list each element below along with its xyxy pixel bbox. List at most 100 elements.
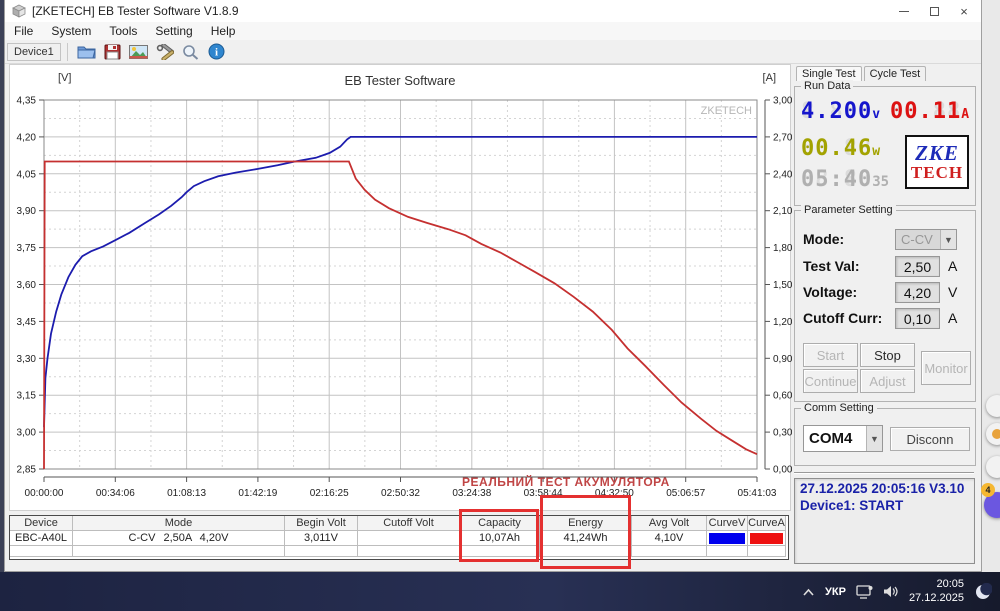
cell-energy: 41,24Wh (540, 531, 632, 546)
clock-date: 27.12.2025 (908, 591, 964, 604)
svg-text:05:06:57: 05:06:57 (666, 488, 705, 499)
open-folder-icon[interactable] (76, 42, 98, 62)
com-port-select[interactable]: COM4 ▼ (803, 425, 883, 452)
taskbar[interactable]: УКР 20:05 27.12.2025 (0, 572, 1000, 611)
log-line-2: Device1: START (800, 498, 904, 513)
screen-left-edge (0, 0, 4, 572)
close-button[interactable]: × (960, 3, 968, 19)
svg-text:4,05: 4,05 (17, 169, 37, 180)
notification-badge: 4 (981, 483, 995, 497)
svg-text:i: i (215, 47, 218, 59)
svg-text:3,15: 3,15 (17, 391, 37, 402)
cell-begin-volt: 3,011V (285, 531, 358, 546)
title-bar: [ZKETECH] EB Tester Software V1.8.9 × (5, 0, 981, 22)
monitor-button[interactable]: Monitor (921, 351, 971, 385)
save-icon[interactable] (102, 42, 124, 62)
cell-capacity: 10,07Ah (460, 531, 540, 546)
svg-text:0,30: 0,30 (773, 428, 792, 439)
svg-text:3,45: 3,45 (17, 317, 37, 328)
empty-cell (460, 546, 540, 557)
svg-text:4,35: 4,35 (17, 96, 37, 107)
menu-bar: File System Tools Setting Help (5, 22, 981, 40)
svg-text:01:08:13: 01:08:13 (167, 488, 206, 499)
parameter-setting-group: Parameter Setting Mode: C-CV ▼ Test Val:… (794, 204, 976, 402)
cutoff-curr-input[interactable]: 0,10 (895, 308, 940, 329)
parameter-setting-title: Parameter Setting (801, 204, 896, 216)
adjust-button[interactable]: Adjust (860, 369, 915, 393)
svg-text:03:24:38: 03:24:38 (452, 488, 491, 499)
chevron-down-icon: ▼ (940, 230, 956, 249)
svg-text:2,40: 2,40 (773, 169, 792, 180)
run-data-title: Run Data (801, 80, 854, 92)
toolbar: Device1 i (5, 40, 981, 64)
maximize-button[interactable] (919, 2, 949, 20)
svg-text:3,60: 3,60 (17, 280, 37, 291)
empty-cell (632, 546, 707, 557)
svg-text:2,10: 2,10 (773, 206, 792, 217)
comm-setting-group: Comm Setting COM4 ▼ Disconn (794, 402, 976, 466)
svg-text:04:32:50: 04:32:50 (595, 488, 634, 499)
cutoff-curr-unit: A (948, 310, 958, 326)
svg-text:ZKETECH: ZKETECH (701, 105, 752, 117)
cell-device: EBC-A40L (10, 531, 73, 546)
volume-icon[interactable] (883, 585, 899, 598)
svg-text:3,00: 3,00 (17, 428, 37, 439)
energy-highlight-box (540, 495, 631, 569)
tab-cycle-test[interactable]: Cycle Test (863, 66, 927, 81)
left-axis-unit: [V] (58, 72, 72, 84)
tools-icon[interactable] (154, 42, 176, 62)
disconnect-button[interactable]: Disconn (890, 427, 970, 451)
night-mode-moon-icon[interactable] (974, 582, 992, 601)
info-icon[interactable]: i (206, 42, 228, 62)
menu-file[interactable]: File (14, 24, 34, 38)
test-val-label: Test Val: (803, 258, 860, 274)
col-mode: Mode (73, 516, 285, 531)
svg-text:0,00: 0,00 (773, 465, 792, 476)
empty-cell (707, 546, 748, 557)
device-tab[interactable]: Device1 (7, 42, 61, 61)
taskbar-clock[interactable]: 20:05 27.12.2025 (909, 578, 964, 606)
zketech-logo: ZKE TECH (905, 135, 969, 189)
menu-setting[interactable]: Setting (155, 24, 193, 38)
col-capacity: Capacity (460, 516, 540, 531)
network-icon[interactable] (856, 584, 873, 599)
capacity-highlight-box (459, 509, 539, 562)
messenger-bubble[interactable] (984, 492, 1000, 518)
tab-single-test[interactable]: Single Test (796, 66, 862, 81)
chart-title: EB Tester Software (344, 73, 456, 88)
menu-system[interactable]: System (51, 24, 92, 38)
status-log: 27.12.2025 20:05:16 V3.10 Device1: START (794, 478, 975, 564)
stop-button[interactable]: Stop (860, 343, 915, 367)
start-button[interactable]: Start (803, 343, 858, 367)
clock-time: 20:05 (936, 577, 964, 590)
panel-separator (794, 472, 974, 474)
continue-button[interactable]: Continue (803, 369, 858, 393)
menu-tools[interactable]: Tools (109, 24, 138, 38)
svg-text:3,00: 3,00 (773, 96, 792, 107)
curve-a-swatch (750, 532, 783, 544)
svg-text:2,85: 2,85 (17, 465, 37, 476)
mode-select[interactable]: C-CV ▼ (895, 229, 957, 250)
voltage-input[interactable]: 4,20 (895, 282, 940, 303)
col-begin-volt: Begin Volt (285, 516, 358, 531)
svg-text:01:42:19: 01:42:19 (238, 488, 277, 499)
overlay-bubble[interactable] (986, 456, 1000, 478)
overlay-bubble[interactable] (986, 395, 1000, 417)
svg-text:3,90: 3,90 (17, 206, 37, 217)
svg-text:1,50: 1,50 (773, 280, 792, 291)
cell-curve-a (748, 531, 786, 546)
minimize-button[interactable] (889, 2, 919, 20)
language-indicator[interactable]: УКР (825, 585, 846, 598)
chart-image-icon[interactable] (128, 42, 150, 62)
empty-cell (10, 546, 73, 557)
test-val-input[interactable]: 2,50 (895, 256, 940, 277)
time-display: 88:88 05:4035 (801, 167, 890, 192)
empty-cell (358, 546, 460, 557)
cell-cutoff-volt (358, 531, 460, 546)
menu-help[interactable]: Help (210, 24, 236, 38)
cutoff-curr-label: Cutoff Curr: (803, 310, 883, 326)
test-val-unit: A (948, 258, 958, 274)
zoom-icon[interactable] (180, 42, 202, 62)
curve-v-swatch (709, 532, 745, 544)
tray-expand-icon[interactable] (802, 588, 815, 596)
